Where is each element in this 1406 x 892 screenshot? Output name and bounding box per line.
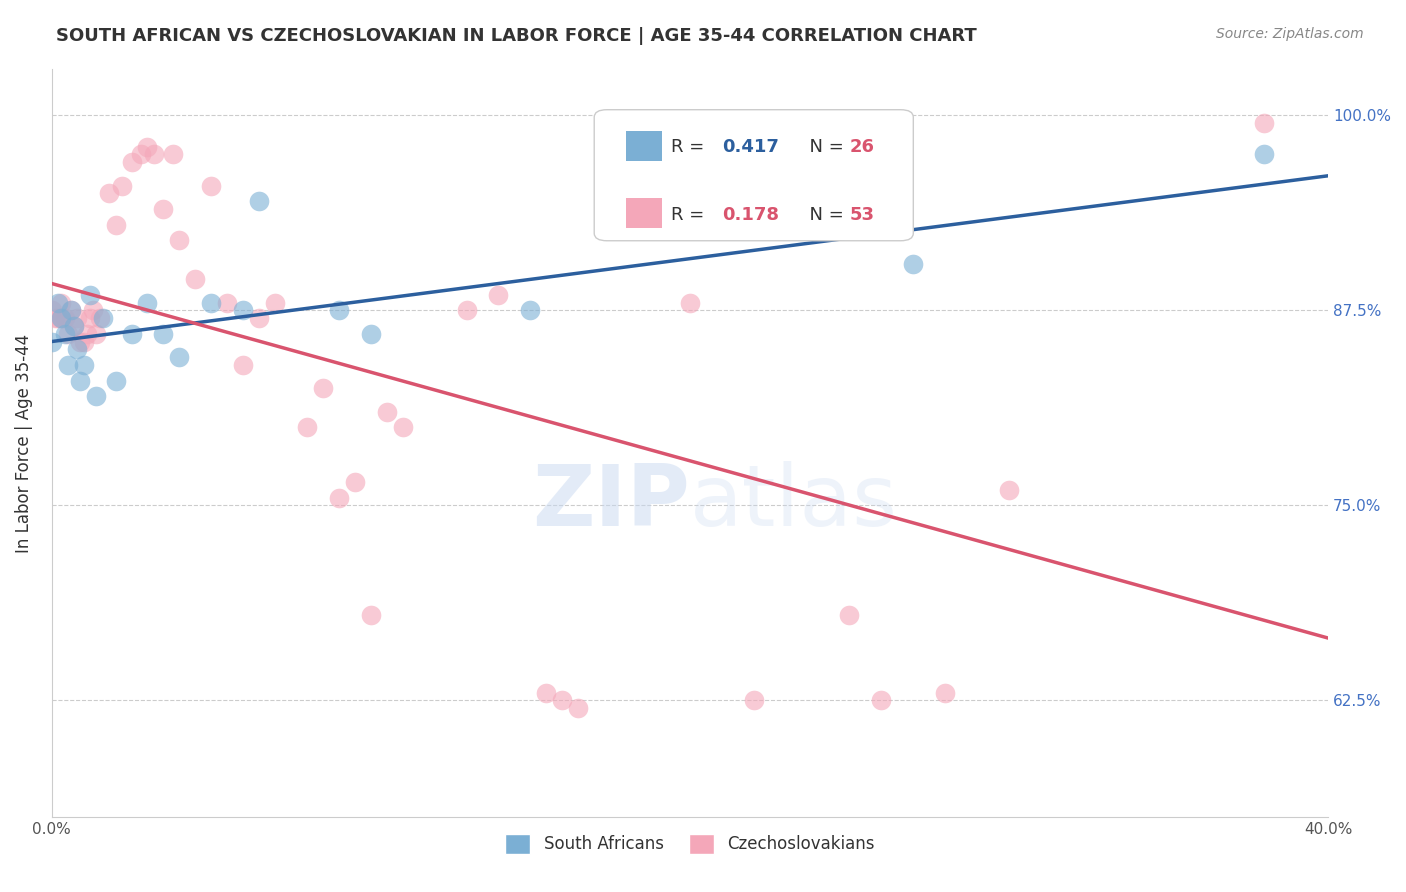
Text: N =: N = <box>799 138 851 156</box>
Text: SOUTH AFRICAN VS CZECHOSLOVAKIAN IN LABOR FORCE | AGE 35-44 CORRELATION CHART: SOUTH AFRICAN VS CZECHOSLOVAKIAN IN LABO… <box>56 27 977 45</box>
Point <box>51 295 73 310</box>
Text: N =: N = <box>799 205 851 224</box>
Point <box>86 326 108 341</box>
Point <box>142 147 165 161</box>
Point <box>44 311 66 326</box>
Point <box>519 303 541 318</box>
Point <box>232 358 254 372</box>
Point <box>217 295 239 310</box>
Point <box>200 295 222 310</box>
Point <box>129 147 152 161</box>
Point <box>360 607 382 622</box>
Point <box>79 311 101 326</box>
Point <box>162 147 184 161</box>
Text: 53: 53 <box>849 205 875 224</box>
Point <box>295 420 318 434</box>
Point <box>870 693 893 707</box>
Point <box>111 178 134 193</box>
Point <box>567 701 589 715</box>
Point <box>136 295 159 310</box>
Point <box>247 194 270 208</box>
Point <box>104 374 127 388</box>
Point <box>63 318 86 333</box>
Point <box>56 326 79 341</box>
Point <box>51 311 73 326</box>
Point <box>360 326 382 341</box>
Point <box>53 311 76 326</box>
Point <box>152 202 174 216</box>
Point <box>200 178 222 193</box>
Text: 0.178: 0.178 <box>721 205 779 224</box>
Point <box>247 311 270 326</box>
Point <box>184 272 207 286</box>
Point <box>104 218 127 232</box>
Point <box>343 475 366 489</box>
Point <box>488 287 510 301</box>
Point <box>328 303 350 318</box>
Point <box>998 483 1021 497</box>
Point <box>41 303 63 318</box>
Point <box>89 311 111 326</box>
Point <box>264 295 287 310</box>
Point <box>73 334 96 349</box>
Text: Source: ZipAtlas.com: Source: ZipAtlas.com <box>1216 27 1364 41</box>
Point <box>169 350 191 364</box>
Point <box>76 326 98 341</box>
Point <box>66 311 89 326</box>
Point <box>679 295 702 310</box>
Point <box>1253 116 1275 130</box>
Point <box>536 685 558 699</box>
Point <box>903 256 925 270</box>
Point <box>312 381 335 395</box>
Point <box>63 318 86 333</box>
Text: 0.417: 0.417 <box>721 138 779 156</box>
Point <box>456 303 478 318</box>
Point <box>169 233 191 247</box>
Point <box>121 155 143 169</box>
Point <box>82 303 104 318</box>
Point <box>1253 147 1275 161</box>
Point <box>59 303 82 318</box>
Point <box>98 186 121 201</box>
Point <box>56 358 79 372</box>
Point <box>136 139 159 153</box>
Point <box>391 420 413 434</box>
Point <box>328 491 350 505</box>
Point <box>86 389 108 403</box>
Point <box>51 311 73 326</box>
Point <box>152 326 174 341</box>
Point <box>79 287 101 301</box>
FancyBboxPatch shape <box>595 110 914 241</box>
Point <box>69 374 91 388</box>
Text: atlas: atlas <box>690 461 898 544</box>
Legend: South Africans, Czechoslovakians: South Africans, Czechoslovakians <box>505 834 875 854</box>
Point <box>59 303 82 318</box>
Point <box>647 162 669 177</box>
Point <box>121 326 143 341</box>
Text: R =: R = <box>671 138 710 156</box>
Point <box>91 311 114 326</box>
Point <box>375 405 398 419</box>
Point <box>69 334 91 349</box>
Point <box>46 295 69 310</box>
Point <box>73 358 96 372</box>
Bar <box>626 130 662 161</box>
Point <box>232 303 254 318</box>
Text: R =: R = <box>671 205 710 224</box>
Point <box>838 607 860 622</box>
Point <box>66 343 89 357</box>
Point <box>551 693 574 707</box>
Text: ZIP: ZIP <box>533 461 690 544</box>
Point <box>742 693 765 707</box>
Point <box>46 311 69 326</box>
Point <box>41 334 63 349</box>
Point <box>934 685 956 699</box>
Bar <box>626 198 662 228</box>
Y-axis label: In Labor Force | Age 35-44: In Labor Force | Age 35-44 <box>15 334 32 552</box>
Text: 26: 26 <box>849 138 875 156</box>
Point <box>53 326 76 341</box>
